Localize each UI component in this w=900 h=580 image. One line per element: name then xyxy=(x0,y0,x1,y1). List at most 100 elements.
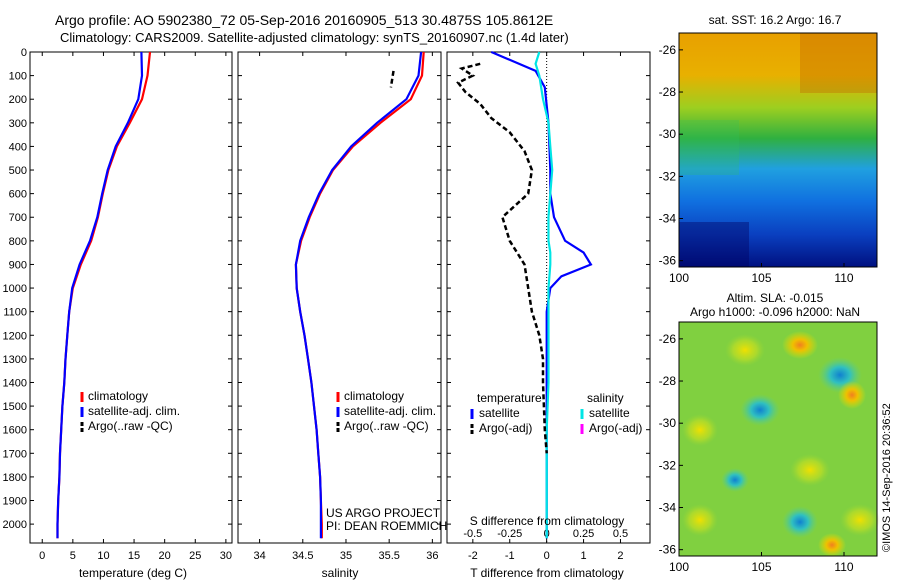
series-line xyxy=(294,51,423,539)
sla-map-title2: Argo h1000: -0.096 h2000: NaN xyxy=(690,305,860,319)
legend-title: salinity xyxy=(587,391,624,405)
credit-text: ©IMOS 14-Sep-2016 20:36:52 xyxy=(881,403,893,552)
s-tick-label: 0.25 xyxy=(573,528,594,540)
series-line xyxy=(456,62,548,454)
map-y-tick-label: -30 xyxy=(659,416,677,430)
y-tick-label: 900 xyxy=(9,259,27,271)
y-tick-label: 700 xyxy=(9,212,27,224)
legend-label: satellite xyxy=(479,406,520,420)
x-tick-label: 35 xyxy=(340,550,352,562)
sst-map: sat. SST: 16.2 Argo: 16.7 100 105 110 -26 -2… xyxy=(659,13,878,285)
series-line xyxy=(490,50,593,539)
x-tick-label: 0 xyxy=(39,550,45,562)
salinity-xlabel: salinity xyxy=(322,566,359,580)
y-tick-label: 2000 xyxy=(3,519,27,531)
map-x-tick-label: 100 xyxy=(669,560,689,574)
legend-title: temperature xyxy=(477,391,542,405)
y-tick-label: 400 xyxy=(9,141,27,153)
map-x-tick-label: 110 xyxy=(834,271,853,285)
map-x-tick-label: 100 xyxy=(669,271,689,285)
legend-label: Argo(-adj) xyxy=(479,421,532,435)
x-tick-label: 30 xyxy=(220,550,232,562)
map-y-tick-label: -28 xyxy=(659,374,677,388)
map-y-tick-label: -36 xyxy=(659,543,677,557)
temperature-panel: 0100200300400500600700800900100011001200… xyxy=(3,47,233,562)
map-x-tick-label: 105 xyxy=(751,560,771,574)
x-tick-label: 2 xyxy=(617,550,623,562)
map-y-tick-label: -32 xyxy=(659,458,677,472)
temperature-xlabel: temperature (deg C) xyxy=(79,566,187,580)
y-tick-label: 200 xyxy=(9,94,27,106)
y-tick-label: 1300 xyxy=(3,354,27,366)
y-tick-label: 1900 xyxy=(3,496,27,508)
legend-label: climatology xyxy=(344,389,404,403)
x-tick-label: 1 xyxy=(581,550,587,562)
x-tick-label: 35.5 xyxy=(378,550,399,562)
y-tick-label: 1500 xyxy=(3,401,27,413)
legend-label: Argo(..raw -QC) xyxy=(344,419,429,433)
x-tick-label: 20 xyxy=(159,550,171,562)
map-y-tick-label: -36 xyxy=(659,254,677,268)
pi-annotation: PI: DEAN ROEMMICH xyxy=(326,519,447,533)
series-line xyxy=(294,51,425,539)
s-tick-label: 0.5 xyxy=(613,528,628,540)
x-tick-label: 15 xyxy=(128,550,140,562)
y-tick-label: 1100 xyxy=(3,307,27,319)
y-tick-label: 600 xyxy=(9,189,27,201)
y-tick-label: 1200 xyxy=(3,330,27,342)
map-x-tick-label: 105 xyxy=(751,271,771,285)
x-tick-label: 5 xyxy=(70,550,76,562)
legend-label: climatology xyxy=(88,389,148,403)
map-y-tick-label: -30 xyxy=(659,127,677,141)
map-x-tick-label: 110 xyxy=(834,560,853,574)
sst-map-title: sat. SST: 16.2 Argo: 16.7 xyxy=(709,13,842,27)
map-y-tick-label: -26 xyxy=(659,43,677,57)
plot-frame xyxy=(237,51,442,544)
legend-label: satellite-adj. clim. xyxy=(88,404,180,418)
sla-map-title1: Altim. SLA: -0.015 xyxy=(727,291,824,305)
y-tick-label: 1600 xyxy=(3,425,27,437)
y-tick-label: 500 xyxy=(9,165,27,177)
y-tick-label: 1400 xyxy=(3,377,27,389)
series-line xyxy=(56,51,144,539)
x-tick-label: 34 xyxy=(253,550,265,562)
legend-label: Argo(-adj) xyxy=(589,421,642,435)
legend-label: satellite xyxy=(589,406,630,420)
s-tick-label: -0.5 xyxy=(463,528,482,540)
x-tick-label: -2 xyxy=(468,550,478,562)
header-line2: Climatology: CARS2009. Satellite-adjuste… xyxy=(60,30,569,45)
map-y-tick-label: -28 xyxy=(659,85,677,99)
y-tick-label: 300 xyxy=(9,118,27,130)
s-tick-label: -0.25 xyxy=(497,528,522,540)
x-tick-label: 25 xyxy=(189,550,201,562)
x-tick-label: 0 xyxy=(544,550,550,562)
header-line1: Argo profile: AO 5902380_72 05-Sep-2016 … xyxy=(55,12,553,28)
difference-xlabel: T difference from climatology xyxy=(470,566,624,580)
map-y-tick-label: -26 xyxy=(659,332,677,346)
plot-frame xyxy=(446,51,651,544)
x-tick-label: -1 xyxy=(505,550,515,562)
x-tick-label: 36 xyxy=(426,550,438,562)
legend-label: satellite-adj. clim. xyxy=(344,404,436,418)
x-tick-label: 34.5 xyxy=(292,550,313,562)
y-tick-label: 800 xyxy=(9,236,27,248)
y-tick-label: 1700 xyxy=(3,448,27,460)
map-y-tick-label: -34 xyxy=(659,501,677,515)
difference-xlabel-top: S difference from climatology xyxy=(470,514,625,528)
y-tick-label: 1800 xyxy=(3,472,27,484)
sla-map: Altim. SLA: -0.015 Argo h1000: -0.096 h2… xyxy=(659,291,880,574)
map-y-tick-label: -32 xyxy=(659,169,677,183)
y-tick-label: 1000 xyxy=(3,283,27,295)
y-tick-label: 0 xyxy=(21,47,27,59)
legend-label: Argo(..raw -QC) xyxy=(88,419,173,433)
series-line xyxy=(534,51,554,539)
x-tick-label: 10 xyxy=(97,550,109,562)
project-annotation: US ARGO PROJECT xyxy=(326,506,441,520)
difference-panel: -2 -1 0 1 2-0.5 -0.25 0 0.25 0.5temperaturesatel… xyxy=(446,50,651,562)
y-tick-label: 100 xyxy=(9,71,27,83)
map-y-tick-label: -34 xyxy=(659,212,677,226)
series-line xyxy=(389,70,395,88)
salinity-panel: 34 34.5 35 35.5 36 climatologysatellite-adj. … xyxy=(237,51,442,562)
plot-frame xyxy=(29,51,233,544)
